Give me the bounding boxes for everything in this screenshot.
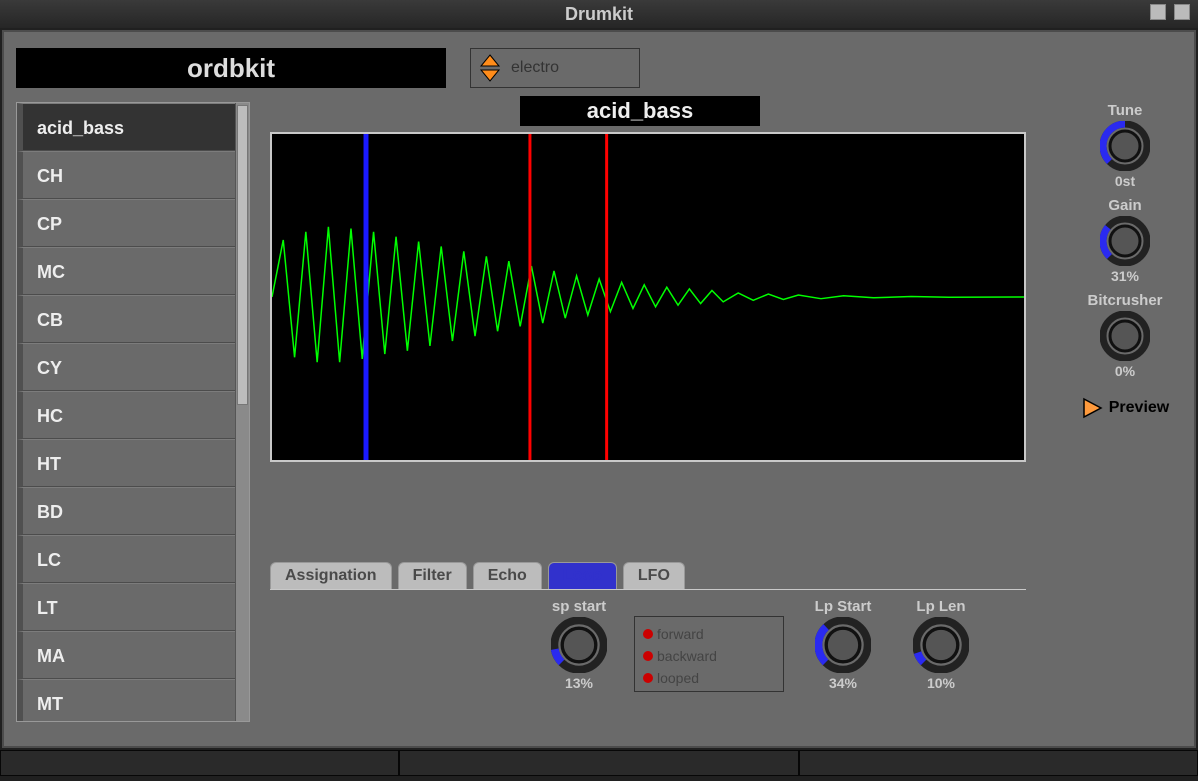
header-row: ordbkit electro	[16, 44, 1182, 92]
window-title: Drumkit	[565, 4, 633, 25]
lp-len-knob[interactable]	[913, 617, 969, 673]
tab-assignation[interactable]: Assignation	[270, 562, 392, 589]
main-panel: ordbkit electro acid_bassCHCPMCCBCYHCHTB…	[2, 30, 1196, 748]
sample-list-item[interactable]: CH	[17, 151, 235, 199]
direction-option-label: backward	[657, 648, 717, 664]
radio-dot-icon	[643, 651, 653, 661]
sample-list: acid_bassCHCPMCCBCYHCHTBDLCLTMAMT	[16, 102, 250, 722]
sample-list-item[interactable]: LC	[17, 535, 235, 583]
sample-title: acid_bass	[520, 96, 760, 126]
sample-list-item[interactable]: CY	[17, 343, 235, 391]
sample-list-item[interactable]: HC	[17, 391, 235, 439]
tune-knob[interactable]	[1100, 121, 1150, 171]
lp-len-label: Lp Len	[896, 598, 986, 615]
waveform-display[interactable]	[270, 132, 1026, 462]
sample-list-item[interactable]: MT	[17, 679, 235, 721]
tune-label: Tune	[1060, 102, 1190, 119]
kit-name-display[interactable]: ordbkit	[16, 48, 446, 88]
sample-list-item[interactable]: MA	[17, 631, 235, 679]
direction-option-label: forward	[657, 626, 704, 642]
sample-list-item[interactable]: LT	[17, 583, 235, 631]
direction-option-backward[interactable]: backward	[643, 645, 775, 667]
sp-start-value: 13%	[534, 675, 624, 691]
sp-start-knob[interactable]	[551, 617, 607, 673]
status-bar	[0, 750, 1198, 776]
lp-start-label: Lp Start	[798, 598, 888, 615]
preset-selector[interactable]: electro	[470, 48, 640, 88]
lp-start-knob[interactable]	[815, 617, 871, 673]
bitcrusher-value: 0%	[1060, 363, 1190, 379]
lp-len-value: 10%	[896, 675, 986, 691]
gain-knob[interactable]	[1100, 216, 1150, 266]
tab-bar: AssignationFilterEchoLoopLFO	[270, 562, 1026, 590]
title-bar: Drumkit	[0, 0, 1198, 28]
tab-echo[interactable]: Echo	[473, 562, 542, 589]
sp-start-label: sp start	[534, 598, 624, 615]
tune-value: 0st	[1060, 173, 1190, 189]
scrollbar-thumb[interactable]	[237, 105, 248, 405]
direction-option-looped[interactable]: looped	[643, 667, 775, 689]
radio-dot-icon	[643, 673, 653, 683]
gain-label: Gain	[1060, 197, 1190, 214]
direction-box: forward backward looped	[634, 616, 784, 692]
tab-loop[interactable]: Loop	[548, 562, 617, 589]
bitcrusher-label: Bitcrusher	[1060, 292, 1190, 309]
sample-list-item[interactable]: CP	[17, 199, 235, 247]
window-maximize-button[interactable]	[1174, 4, 1190, 20]
sample-list-item[interactable]: CB	[17, 295, 235, 343]
gain-value: 31%	[1060, 268, 1190, 284]
window-minimize-button[interactable]	[1150, 4, 1166, 20]
knob-column: Tune 0st Gain 31% Bitcrusher 0%	[1060, 102, 1190, 419]
tab-lfo[interactable]: LFO	[623, 562, 685, 589]
direction-option-label: looped	[657, 670, 699, 686]
lp-start-value: 34%	[798, 675, 888, 691]
preset-spinner-icon[interactable]	[479, 53, 501, 83]
bitcrusher-knob[interactable]	[1100, 311, 1150, 361]
sample-list-item[interactable]: MC	[17, 247, 235, 295]
preview-label: Preview	[1109, 399, 1169, 417]
sample-list-item[interactable]: BD	[17, 487, 235, 535]
sample-list-scrollbar[interactable]	[235, 103, 249, 721]
sample-list-item[interactable]: acid_bass	[17, 103, 235, 151]
preview-button[interactable]: Preview	[1060, 397, 1190, 419]
radio-dot-icon	[643, 629, 653, 639]
preset-label: electro	[511, 59, 559, 77]
sample-list-item[interactable]: HT	[17, 439, 235, 487]
loop-panel: sp start 13% forward backward looped Lp St…	[270, 594, 1190, 714]
direction-option-forward[interactable]: forward	[643, 623, 775, 645]
tab-filter[interactable]: Filter	[398, 562, 467, 589]
play-icon	[1081, 397, 1103, 419]
